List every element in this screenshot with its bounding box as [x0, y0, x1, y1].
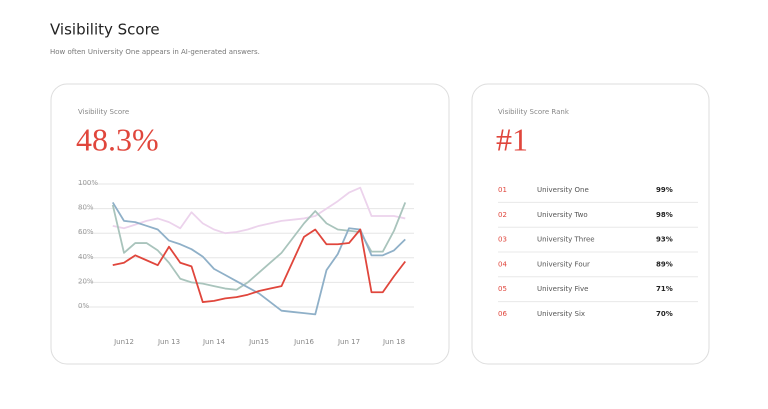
rank-percent: 98% — [656, 211, 673, 219]
x-tick-label: Jun 14 — [202, 338, 226, 346]
rank-number: 03 — [498, 236, 507, 244]
y-tick-label: 20% — [78, 277, 94, 285]
university-name: University Two — [537, 211, 588, 219]
rank-number: 02 — [498, 211, 507, 219]
series-line — [112, 228, 406, 303]
y-tick-label: 40% — [78, 253, 94, 261]
x-tick-label: Jun 13 — [157, 338, 180, 346]
rank-percent: 89% — [656, 260, 673, 268]
rank-card — [471, 83, 710, 365]
y-tick-label: 60% — [78, 228, 94, 236]
x-tick-label: Jun 17 — [337, 338, 360, 346]
series-line — [112, 186, 406, 235]
university-name: University Five — [537, 285, 588, 293]
x-tick-label: Jun15 — [248, 338, 269, 346]
y-tick-label: 100% — [78, 179, 98, 187]
score-label: Visibility Score — [78, 108, 129, 116]
y-tick-label: 80% — [78, 204, 94, 212]
page-subtitle: How often University One appears in AI-g… — [50, 48, 260, 56]
y-tick-label: 0% — [78, 302, 89, 310]
series-line — [111, 202, 407, 291]
rank-percent: 70% — [656, 310, 673, 318]
rank-percent: 71% — [656, 285, 673, 293]
university-name: University Six — [537, 310, 585, 318]
x-tick-label: Jun 18 — [382, 338, 405, 346]
university-name: University Three — [537, 236, 595, 244]
score-card — [50, 83, 450, 365]
page-title: Visibility Score — [50, 21, 160, 39]
rank-number: 05 — [498, 285, 507, 293]
university-name: University One — [537, 186, 589, 194]
rank-value: #1 — [496, 121, 528, 157]
rank-number: 01 — [498, 186, 507, 194]
rank-label: Visibility Score Rank — [498, 108, 570, 116]
rank-number: 06 — [498, 310, 507, 318]
rank-percent: 93% — [656, 236, 673, 244]
series-line — [111, 201, 406, 316]
rank-number: 04 — [498, 260, 507, 268]
x-tick-label: Jun12 — [113, 338, 134, 346]
x-tick-label: Jun16 — [293, 338, 314, 346]
university-name: University Four — [537, 260, 590, 268]
rank-percent: 99% — [656, 186, 673, 194]
score-value: 48.3% — [76, 121, 159, 157]
